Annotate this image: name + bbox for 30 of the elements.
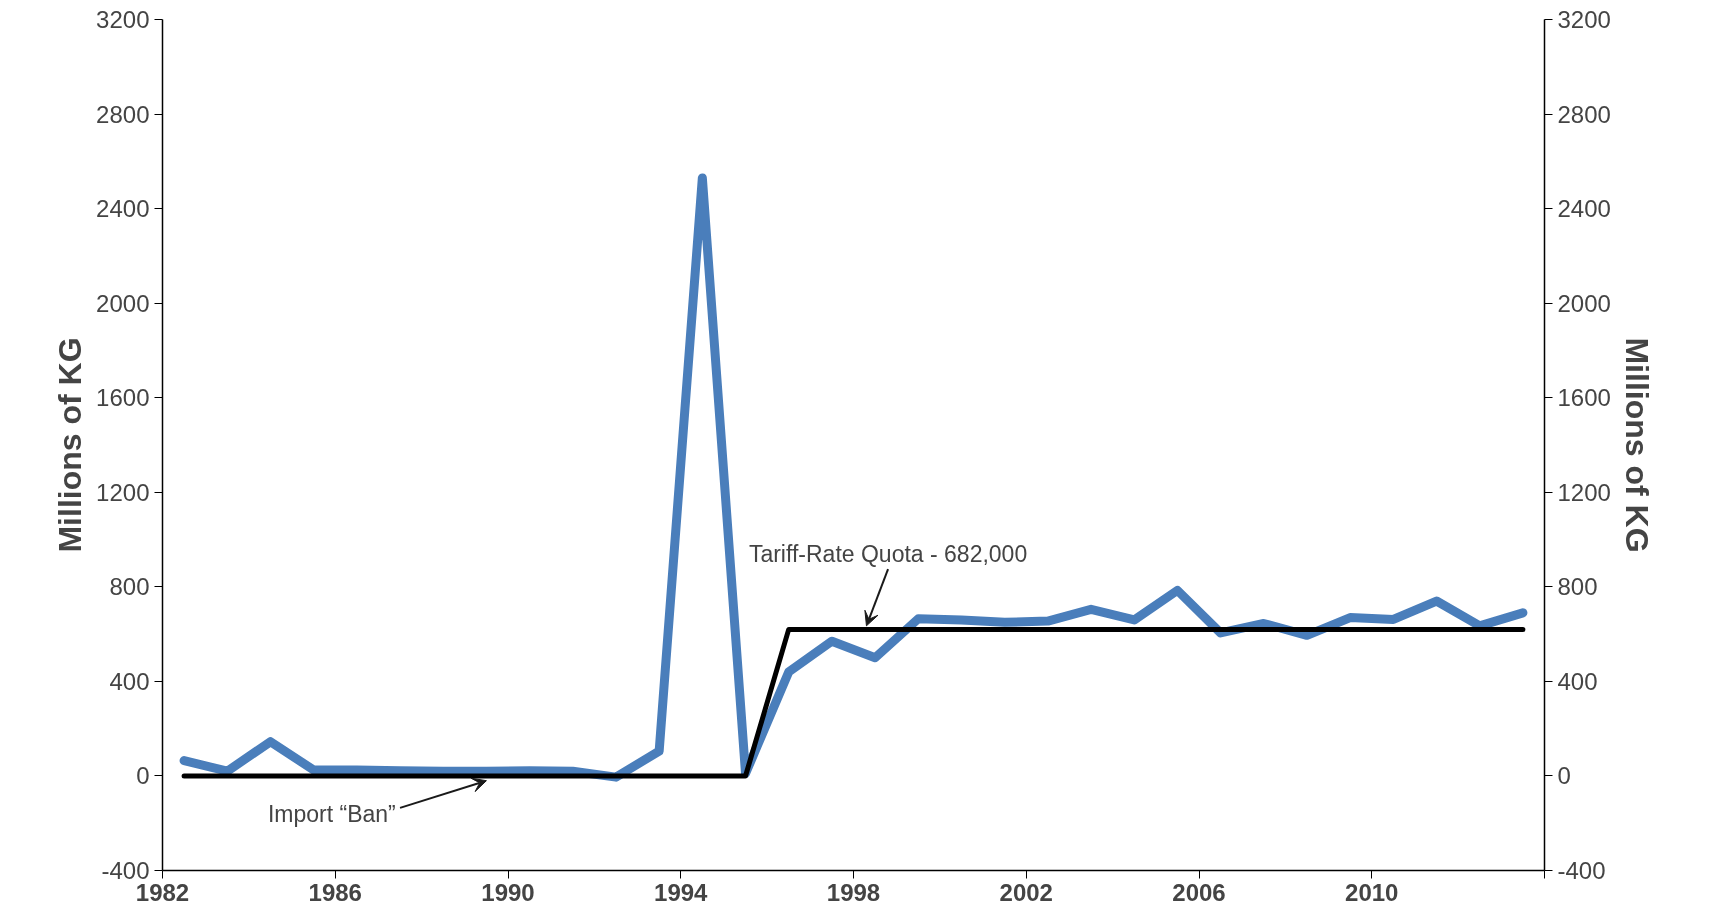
- y2-tick-label: 800: [1557, 573, 1598, 601]
- y2-axis-title: Millions of KG: [1618, 337, 1655, 553]
- x-tick-label: 1986: [308, 878, 362, 906]
- y-tick-label: 800: [109, 573, 150, 601]
- y2-tick-label: 0: [1557, 762, 1571, 790]
- y2-tick-label: -400: [1557, 857, 1606, 884]
- y-axis-title: Millions of KG: [52, 337, 89, 553]
- y2-tick-label: 1200: [1557, 478, 1611, 506]
- x-tick-label: 2010: [1345, 878, 1399, 906]
- y2-tick-label: 400: [1557, 667, 1598, 695]
- y-tick-label: 1200: [96, 478, 150, 506]
- y2-tick-label: 2800: [1557, 100, 1611, 128]
- y-tick-label: 3200: [96, 6, 150, 33]
- y-tick-label: 0: [136, 762, 150, 790]
- y2-tick-label: 2000: [1557, 289, 1611, 317]
- x-tick-label: 2002: [999, 878, 1053, 906]
- annotation: Import “Ban”: [267, 800, 396, 827]
- x-tick-label: 1998: [826, 878, 881, 906]
- y2-tick-label: 2400: [1557, 195, 1611, 223]
- y2-tick-label: 1600: [1557, 384, 1611, 412]
- x-tick-label: 2006: [1172, 878, 1226, 906]
- y-tick-label: 2400: [96, 195, 150, 223]
- x-tick-label: 1990: [481, 878, 535, 906]
- annotation: Tariff-Rate Quota - 682,000: [748, 540, 1028, 567]
- x-tick-label: 1994: [654, 878, 709, 906]
- y2-tick-label: 3200: [1557, 6, 1611, 33]
- y-tick-label: 400: [109, 667, 150, 695]
- y-tick-label: 2800: [96, 100, 150, 128]
- y-tick-label: 2000: [96, 289, 150, 317]
- y-tick-label: 1600: [96, 384, 150, 412]
